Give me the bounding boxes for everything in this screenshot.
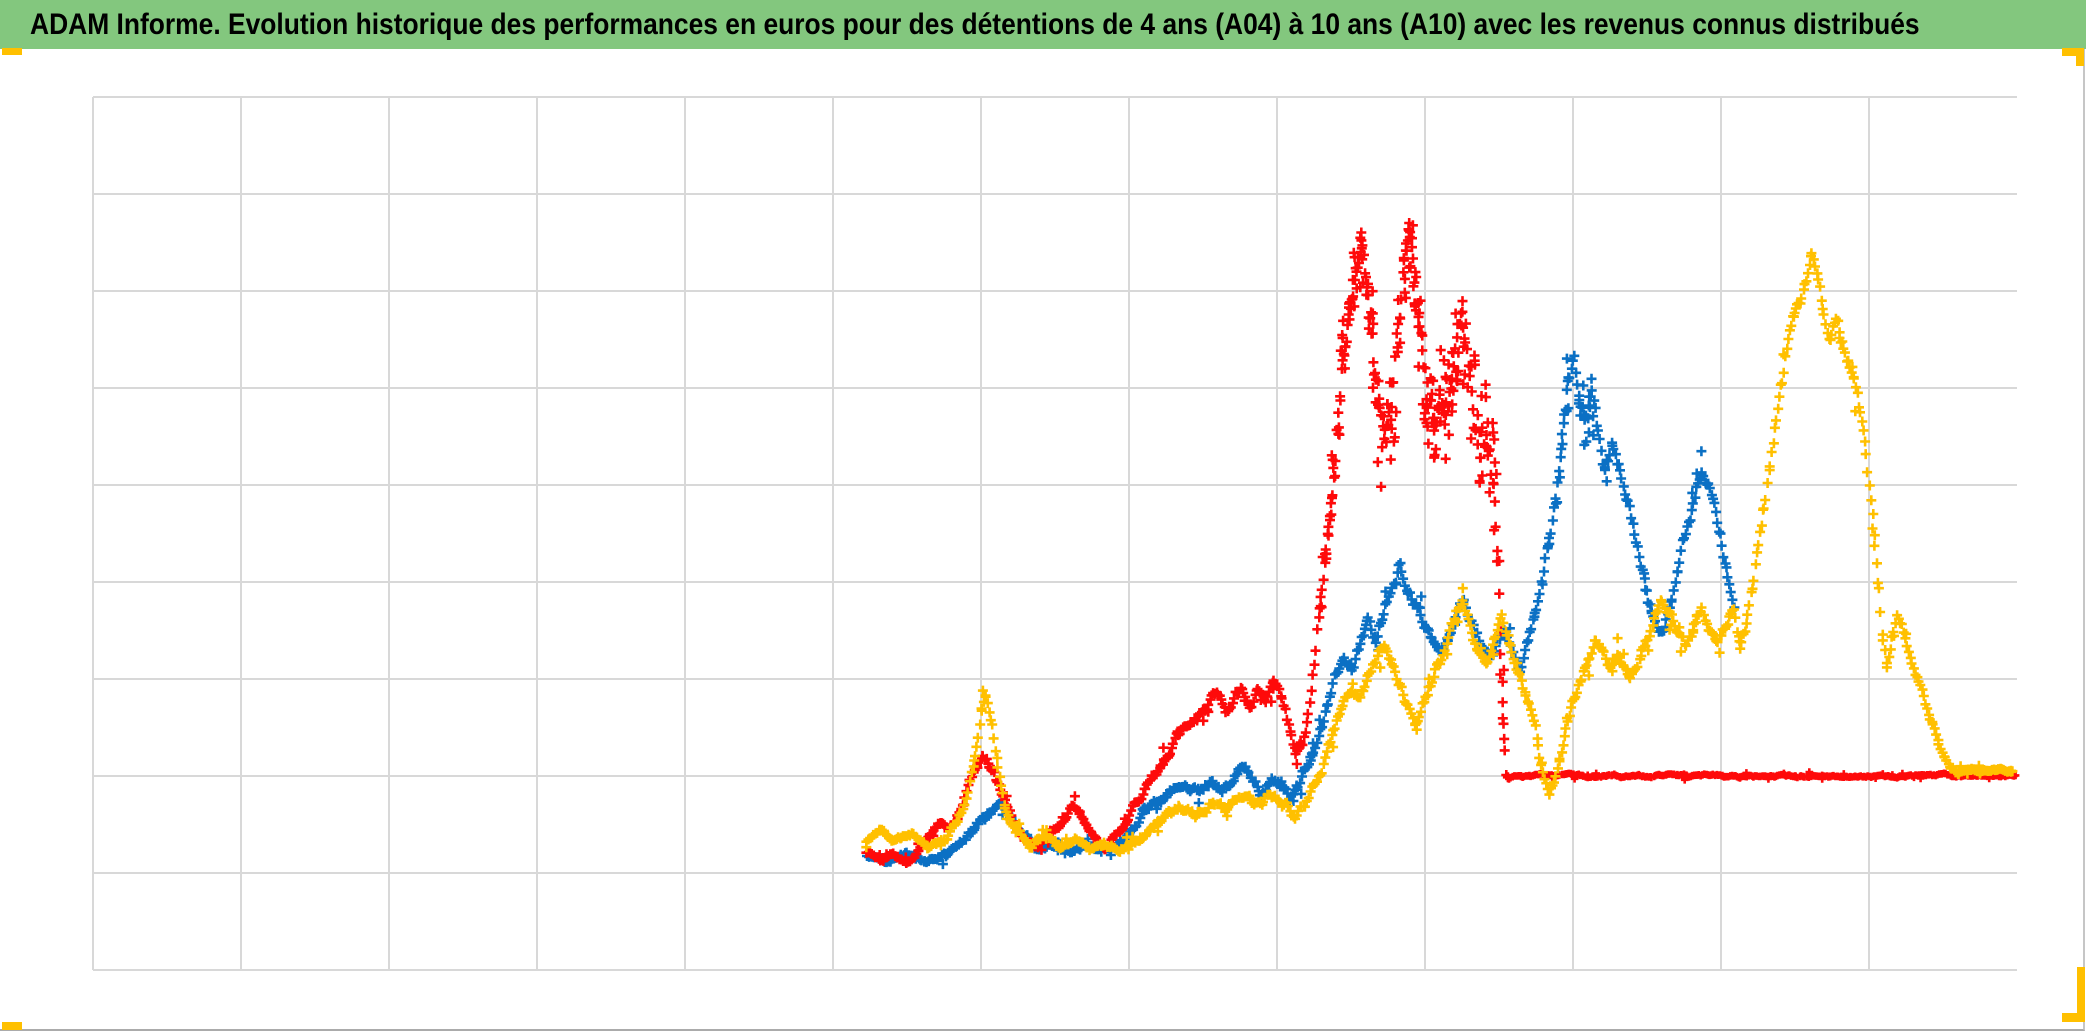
yellow-accent-top-right-v bbox=[2076, 48, 2084, 66]
yellow-accent-top-right-h bbox=[2062, 48, 2084, 56]
gold-series-points bbox=[861, 248, 2018, 857]
gridlines bbox=[92, 96, 2017, 971]
yellow-accent-top-left bbox=[2, 48, 22, 55]
yellow-accent-bottom-left bbox=[2, 1022, 22, 1030]
blue-series-points bbox=[862, 350, 1740, 870]
yellow-accent-bottom-right-h bbox=[2062, 1013, 2085, 1022]
page-title: ADAM Informe. Evolution historique des p… bbox=[30, 7, 1920, 41]
yellow-accent-bottom-right-v bbox=[2077, 967, 2085, 1022]
red-series-points bbox=[861, 218, 2020, 868]
chart-object[interactable] bbox=[0, 49, 2085, 1031]
title-bar: ADAM Informe. Evolution historique des p… bbox=[0, 0, 2086, 49]
